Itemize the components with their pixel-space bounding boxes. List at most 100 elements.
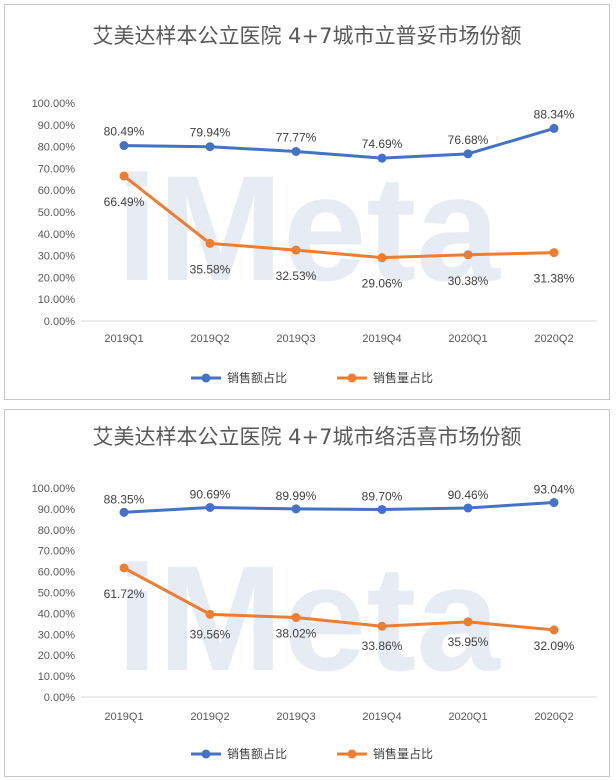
chart-norvasc-market-share: iMeta0.00%10.00%20.00%30.00%40.00%50.00%… [32, 483, 597, 761]
y-tick-label: 0.00% [44, 316, 75, 328]
data-label: 66.49% [104, 195, 145, 209]
y-tick-label: 100.00% [32, 98, 76, 110]
legend-label: 销售额占比 [227, 746, 287, 761]
data-label: 80.49% [104, 125, 145, 139]
y-tick-label: 80.00% [38, 525, 76, 537]
y-tick-label: 90.00% [38, 120, 76, 132]
x-tick-label: 2020Q2 [534, 711, 573, 723]
data-point [119, 171, 129, 181]
x-tick-label: 2019Q3 [276, 711, 315, 723]
data-label: 77.77% [276, 130, 317, 144]
data-label: 90.69% [190, 487, 231, 501]
y-tick-label: 20.00% [38, 272, 76, 284]
data-point [205, 502, 215, 512]
x-tick-label: 2019Q4 [362, 333, 401, 345]
data-label: 88.34% [534, 107, 575, 121]
data-point [205, 609, 215, 619]
data-point [549, 498, 559, 508]
data-label: 35.95% [448, 635, 489, 649]
data-label: 79.94% [190, 126, 231, 140]
data-point [549, 625, 559, 635]
data-point [549, 123, 559, 133]
legend-label: 销售额占比 [227, 370, 287, 385]
legend-marker [201, 373, 211, 383]
data-point [463, 149, 473, 159]
data-label: 31.38% [534, 272, 575, 286]
data-label: 29.06% [362, 277, 403, 291]
data-point [377, 621, 387, 631]
y-tick-label: 40.00% [38, 229, 76, 241]
data-point [291, 504, 301, 514]
data-point [463, 617, 473, 627]
y-tick-label: 100.00% [32, 483, 76, 495]
series-line [123, 501, 555, 514]
data-point [463, 503, 473, 513]
x-tick-label: 2019Q1 [104, 333, 143, 345]
y-tick-label: 50.00% [38, 207, 76, 219]
y-tick-label: 80.00% [38, 142, 76, 154]
data-point [549, 248, 559, 258]
y-tick-label: 0.00% [44, 692, 75, 704]
y-tick-label: 30.00% [38, 251, 76, 263]
chart-panel-norvasc: 艾美达样本公立医院 4+7城市络活喜市场份额 iMeta 0.00% 10.00% 2… [4, 409, 610, 777]
data-label: 38.02% [276, 627, 317, 641]
data-point [291, 146, 301, 156]
legend-marker [201, 749, 211, 759]
y-tick-label: 60.00% [38, 185, 76, 197]
data-point [463, 250, 473, 260]
x-tick-label: 2020Q1 [448, 333, 487, 345]
data-point [205, 142, 215, 152]
x-tick-label: 2019Q1 [104, 711, 143, 723]
data-label: 89.70% [362, 490, 403, 504]
watermark-text: iMeta [116, 144, 501, 312]
x-tick-label: 2019Q4 [362, 711, 401, 723]
data-label: 33.86% [362, 639, 403, 653]
data-label: 88.35% [104, 492, 145, 506]
legend-marker [347, 373, 357, 383]
data-point [377, 505, 387, 515]
data-label: 61.72% [104, 587, 145, 601]
y-tick-label: 90.00% [38, 504, 76, 516]
series-line [123, 566, 555, 632]
data-label: 35.58% [190, 262, 231, 276]
x-tick-label: 2019Q3 [276, 333, 315, 345]
data-label: 30.38% [448, 274, 489, 288]
data-point [205, 238, 215, 248]
data-point [119, 141, 129, 151]
data-point [377, 153, 387, 163]
data-label: 39.56% [190, 627, 231, 641]
x-tick-label: 2020Q2 [534, 333, 573, 345]
y-tick-label: 50.00% [38, 588, 76, 600]
x-tick-label: 2020Q1 [448, 711, 487, 723]
data-label: 32.53% [276, 269, 317, 283]
y-tick-label: 20.00% [38, 650, 76, 662]
legend-label: 销售量占比 [373, 370, 433, 385]
data-point [291, 245, 301, 255]
y-tick-label: 70.00% [38, 546, 76, 558]
y-tick-label: 10.00% [38, 671, 76, 683]
data-label: 32.09% [534, 639, 575, 653]
chart-lipitor-market-share: iMeta 0.00% 10.00% 20.00% 30.00% 40.00% 50.00%… [32, 98, 597, 385]
series-line [123, 174, 555, 260]
data-label: 89.99% [276, 489, 317, 503]
legend-marker [347, 749, 357, 759]
legend-label: 销售量占比 [373, 746, 433, 761]
y-tick-label: 30.00% [38, 629, 76, 641]
data-point [119, 507, 129, 517]
y-tick-label: 60.00% [38, 567, 76, 579]
data-point [377, 253, 387, 263]
y-tick-label: 10.00% [38, 294, 76, 306]
data-point [291, 613, 301, 623]
y-tick-label: 40.00% [38, 608, 76, 620]
data-label: 74.69% [362, 137, 403, 151]
chart-title: 艾美达样本公立医院 4+7城市立普妥市场份额 [92, 24, 522, 48]
series-line [123, 126, 555, 160]
data-label: 76.68% [448, 133, 489, 147]
data-label: 90.46% [448, 488, 489, 502]
data-label: 93.04% [534, 483, 575, 497]
x-tick-label: 2019Q2 [190, 333, 229, 345]
chart-title: 艾美达样本公立医院 4+7城市络活喜市场份额 [92, 425, 522, 449]
chart-panel-lipitor: 艾美达样本公立医院 4+7城市立普妥市场份额 iMeta 0.00% 10.00% 2… [4, 4, 610, 400]
y-tick-label: 70.00% [38, 163, 76, 175]
x-tick-label: 2019Q2 [190, 711, 229, 723]
